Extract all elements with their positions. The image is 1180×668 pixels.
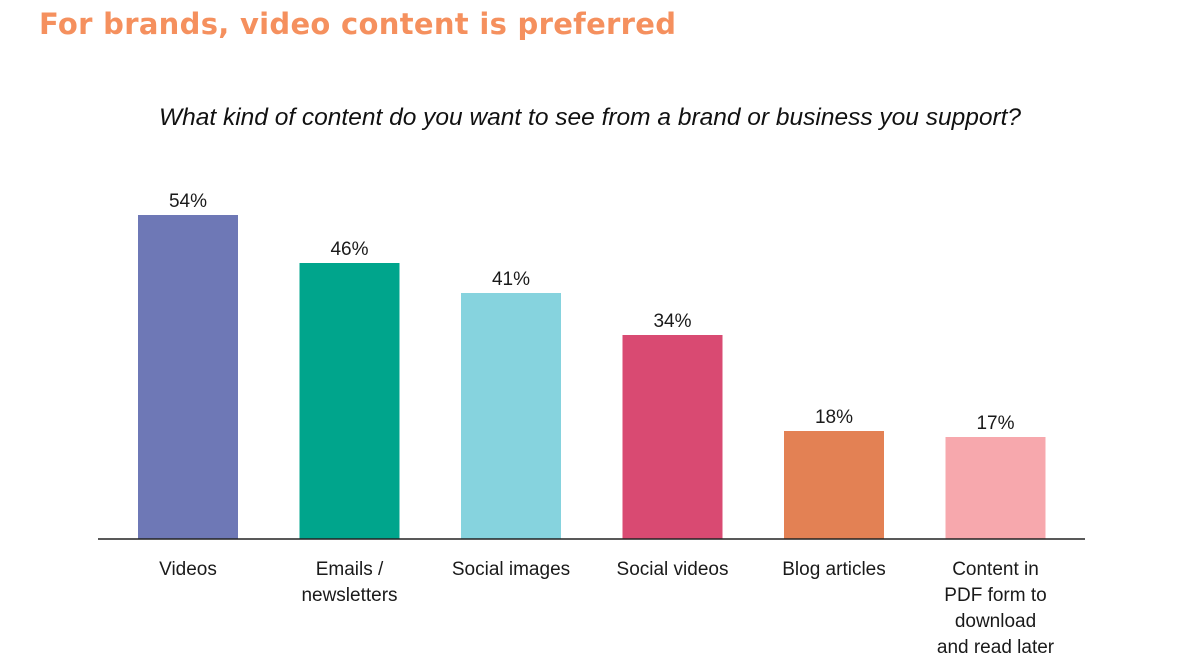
bar-0	[138, 215, 238, 539]
category-label-group: Videos Emails / newsletters Social images So…	[159, 559, 1055, 658]
bar-4	[784, 431, 884, 539]
chart-title: What kind of content do you want to see …	[158, 104, 1022, 131]
value-label-5: 17%	[976, 413, 1014, 434]
category-label-3-line-0: Social videos	[617, 559, 729, 580]
bar-5	[945, 437, 1046, 539]
bar-2	[461, 293, 561, 539]
category-label-5-line-3: and read later	[937, 637, 1055, 658]
category-label-5-line-0: Content in	[952, 559, 1039, 580]
value-label-1: 46%	[330, 239, 368, 260]
value-label-0: 54%	[169, 191, 207, 212]
category-label-2-line-0: Social images	[452, 559, 570, 580]
value-label-2: 41%	[492, 269, 530, 290]
value-label-4: 18%	[815, 407, 853, 428]
category-label-5-line-2: download	[955, 611, 1036, 632]
category-label-0-line-0: Videos	[159, 559, 217, 580]
value-label-3: 34%	[653, 311, 691, 332]
bar-1	[299, 263, 400, 539]
category-label-1-line-1: newsletters	[301, 585, 397, 606]
bar-3	[622, 335, 723, 539]
category-label-5-line-1: PDF form to	[944, 585, 1046, 606]
category-label-4-line-0: Blog articles	[782, 559, 886, 580]
category-label-1-line-0: Emails /	[316, 559, 384, 580]
headline: For brands, video content is preferred	[39, 7, 677, 41]
bar-group	[138, 215, 1046, 539]
value-label-group: 54% 46% 41% 34% 18% 17%	[169, 191, 1015, 434]
